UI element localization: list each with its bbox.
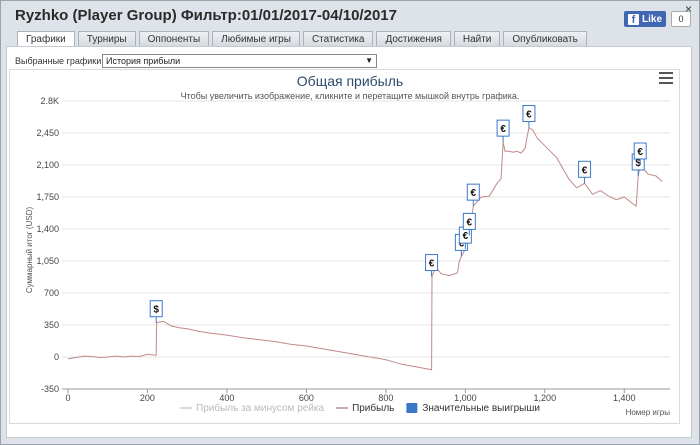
tab-bar: Графики Турниры Оппоненты Любимые игры С… (17, 31, 590, 48)
tab-publish[interactable]: Опубликовать (503, 31, 587, 47)
facebook-like-label: Like (642, 13, 663, 25)
tab-search[interactable]: Найти (453, 31, 501, 47)
window-title: Ryzhko (Player Group) Фильтр:01/01/2017-… (15, 7, 397, 24)
tab-tournaments[interactable]: Турниры (77, 31, 136, 47)
graph-select[interactable]: История прибыли ▼ (102, 54, 377, 68)
tab-graphs[interactable]: Графики (17, 31, 75, 48)
tab-opponents[interactable]: Оппоненты (138, 31, 210, 47)
chart-container[interactable] (9, 69, 680, 424)
facebook-like-widget: f Like 0 (624, 10, 692, 28)
chart-menu-icon[interactable] (659, 72, 673, 84)
graph-select-value: История прибыли (106, 56, 181, 66)
tab-favorite-games[interactable]: Любимые игры (212, 31, 300, 47)
facebook-like-button[interactable]: f Like (624, 11, 667, 27)
graph-select-label: Выбранные графики: (15, 56, 104, 66)
chevron-down-icon: ▼ (365, 56, 373, 65)
tab-statistics[interactable]: Статистика (302, 31, 374, 47)
tab-achievements[interactable]: Достижения (376, 31, 451, 47)
facebook-like-count: 0 (671, 11, 692, 27)
close-icon[interactable]: × (685, 2, 693, 16)
facebook-icon: f (628, 13, 639, 26)
title-bar: Ryzhko (Player Group) Фильтр:01/01/2017-… (1, 1, 699, 29)
